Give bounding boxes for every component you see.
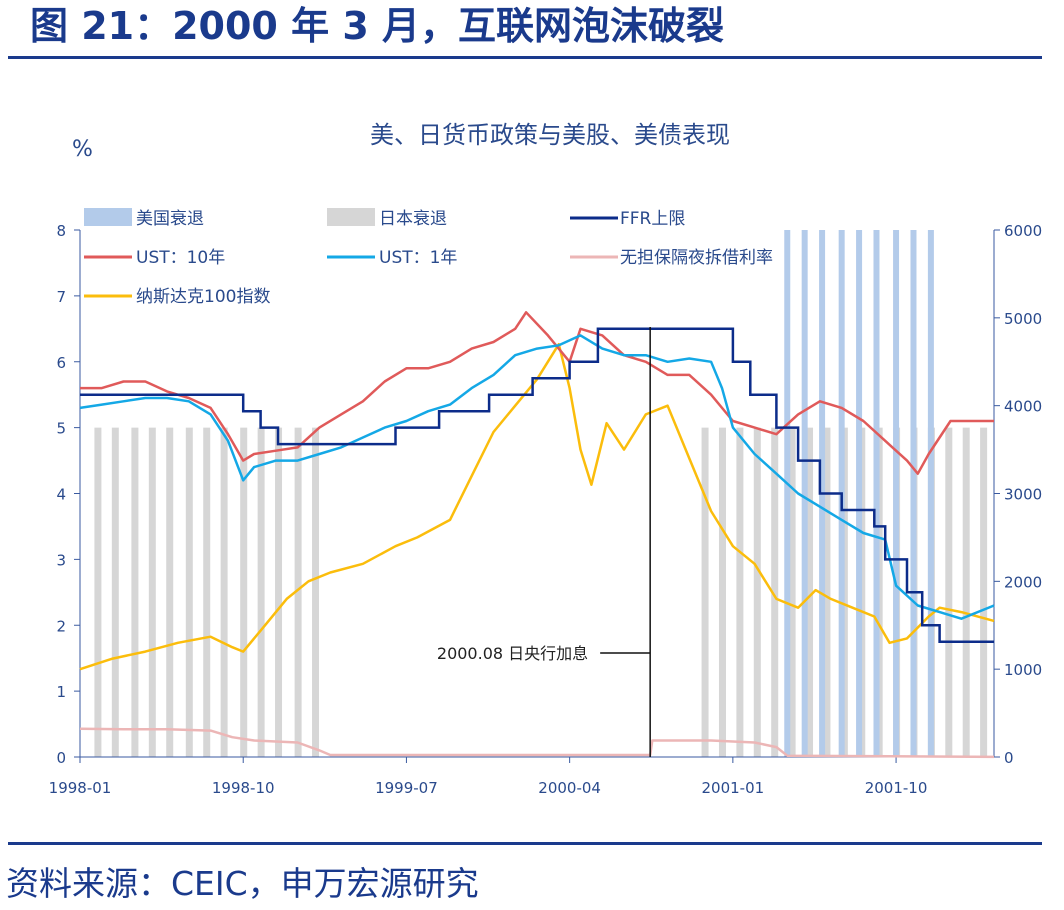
left-axis-tick-label: 7 (56, 288, 66, 306)
legend-ffr: FFR上限 (620, 209, 685, 229)
japan-recession-bar (294, 427, 302, 757)
legend-ust1: UST：1年 (379, 248, 457, 268)
japan-recession-bars (94, 427, 988, 757)
japan-recession-bar (736, 427, 744, 757)
right-axis-tick-label: 0 (1004, 749, 1014, 767)
nasdaq-line (79, 342, 995, 671)
japan-recession-bar (771, 427, 779, 757)
japan-recession-bar (131, 427, 139, 757)
us-recession-bar (910, 230, 917, 757)
right-axis-tick-label: 1000 (1004, 661, 1042, 679)
left-axis-tick-label: 8 (56, 222, 66, 240)
legend-us-recession: 美国衰退 (136, 209, 204, 229)
us-recession-bar (784, 230, 791, 757)
legend-nasdaq: 纳斯达克100指数 (136, 287, 270, 307)
us-recession-bar (856, 230, 863, 757)
japan-recession-bar (945, 427, 953, 757)
x-axis-tick-label: 2001-10 (865, 779, 928, 797)
left-axis-tick-label: 3 (56, 551, 66, 569)
left-axis-tick-label: 0 (56, 749, 66, 767)
us-recession-bar (873, 230, 880, 757)
japan-recession-bar (718, 427, 726, 757)
figure-title: 图 21：2000 年 3 月，互联网泡沫破裂 (30, 4, 725, 48)
japan-recession-bar (980, 427, 988, 757)
chart-title: 美、日货币政策与美股、美债表现 (370, 121, 730, 149)
source-rule (8, 842, 1042, 845)
series-lines (79, 311, 995, 759)
annotation-label: 2000.08 日央行加息 (437, 644, 588, 663)
japan-recession-bar (111, 427, 119, 757)
japan-recession-bar (962, 427, 970, 757)
japan-recession-bar (823, 427, 831, 757)
left-axis-tick-label: 2 (56, 617, 66, 635)
left-axis-tick-label: 6 (56, 354, 66, 372)
japan-recession-bar (257, 427, 265, 757)
japan-recession-bar (166, 427, 174, 757)
japan-recession-bar (185, 427, 193, 757)
japan-recession-bar (203, 427, 211, 757)
right-axis-tick-label: 4000 (1004, 398, 1042, 416)
japan-recession-bar (94, 427, 102, 757)
left-axis-unit: % (72, 137, 93, 162)
legend-swatch-japan-recession (327, 208, 375, 226)
japan-recession-bar (701, 427, 709, 757)
japan-recession-bar (788, 427, 796, 757)
ffr-line (80, 327, 994, 643)
us-recession-bar (893, 230, 900, 757)
x-axis-tick-label: 1999-07 (375, 779, 438, 797)
left-axis-tick-label: 4 (56, 486, 66, 504)
legend-japan-recession: 日本衰退 (379, 209, 447, 229)
title-rule (8, 56, 1042, 59)
x-axis-tick-label: 2001-01 (702, 779, 765, 797)
right-axis-tick-label: 6000 (1004, 222, 1042, 240)
japan-recession-bar (220, 427, 228, 757)
japan-recession-bar (753, 427, 761, 757)
japan-recession-bar (312, 427, 320, 757)
x-axis-tick-label: 1998-10 (212, 779, 275, 797)
left-axis-tick-label: 5 (56, 420, 66, 438)
japan-recession-bar (240, 427, 248, 757)
us-recession-bar (927, 230, 934, 757)
overnight-rate-line (79, 727, 995, 759)
x-axis-tick-label: 1998-01 (49, 779, 112, 797)
legend-swatch-us-recession (84, 208, 132, 226)
left-axis-tick-label: 1 (56, 683, 66, 701)
japan-recession-bar (806, 427, 814, 757)
axis-ticks: 0 1 2 3 4 5 6 7 8 0 1000 2000 3000 4000 5000 6000 1998-0… (49, 222, 1043, 797)
right-axis-tick-label: 5000 (1004, 310, 1042, 328)
ust10-line (80, 311, 994, 475)
right-axis-tick-label: 2000 (1004, 573, 1042, 591)
legend-ust10: UST：10年 (136, 248, 225, 268)
legend-overnight: 无担保隔夜拆借利率 (620, 248, 773, 268)
legend: 美国衰退 日本衰退 FFR上限 UST：10年 UST：1年 无担保隔夜拆借利率… (84, 208, 773, 307)
japan-recession-bar (148, 427, 156, 757)
japan-recession-bar (275, 427, 283, 757)
x-axis-tick-label: 2000-04 (538, 779, 601, 797)
chart: 0 1 2 3 4 5 6 7 8 0 1000 2000 3000 4000 5000 6000 1998-0… (49, 121, 1043, 797)
us-recession-bars (784, 230, 934, 757)
us-recession-bar (801, 230, 808, 757)
source-note: 资料来源：CEIC，申万宏源研究 (6, 864, 479, 903)
ust1-line (79, 334, 995, 620)
right-axis-tick-label: 3000 (1004, 486, 1042, 504)
